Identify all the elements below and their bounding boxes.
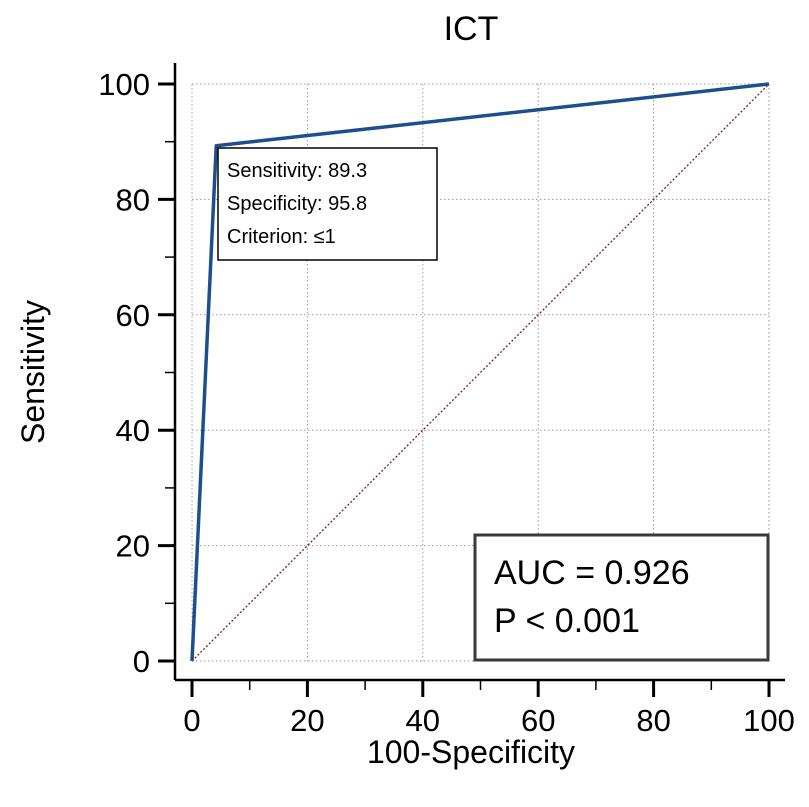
series-layer	[190, 82, 770, 662]
x-tick-label: 40	[406, 703, 440, 738]
optimal-point-box-frame	[217, 147, 438, 261]
auc-stats-box-frame	[473, 533, 770, 662]
p-value-text: P < 0.001	[494, 602, 640, 640]
optimal-point-box: Sensitivity: 89.3 Specificity: 95.8 Crit…	[217, 147, 438, 261]
auc-stats-box: AUC = 0.926 P < 0.001	[473, 533, 770, 662]
x-tick-label: 20	[290, 703, 324, 738]
x-tick-label: 100	[743, 703, 795, 738]
chart-title: ICT	[444, 10, 499, 48]
roc-curve-line	[190, 82, 770, 662]
x-tick-label: 60	[521, 703, 555, 738]
optimal-sensitivity-text: Sensitivity: 89.3	[227, 160, 367, 182]
ticks: 0 20 40 60 80 100 0 20 40 60 80 100	[98, 67, 795, 738]
y-tick-label: 100	[98, 67, 150, 102]
auc-text: AUC = 0.926	[494, 554, 690, 592]
y-tick-label: 40	[116, 413, 150, 448]
y-tick-label: 20	[116, 529, 150, 564]
y-axis-label: Sensitivity	[15, 300, 51, 444]
y-tick-label: 0	[133, 644, 150, 679]
reference-diagonal-line	[191, 83, 770, 662]
optimal-specificity-text: Specificity: 95.8	[227, 193, 367, 215]
x-tick-label: 80	[636, 703, 670, 738]
y-tick-label: 60	[116, 298, 150, 333]
x-tick-label: 0	[183, 703, 200, 738]
x-axis-label: 100-Specificity	[367, 734, 575, 770]
y-tick-label: 80	[116, 182, 150, 217]
optimal-criterion-text: Criterion: ≤1	[227, 226, 336, 248]
